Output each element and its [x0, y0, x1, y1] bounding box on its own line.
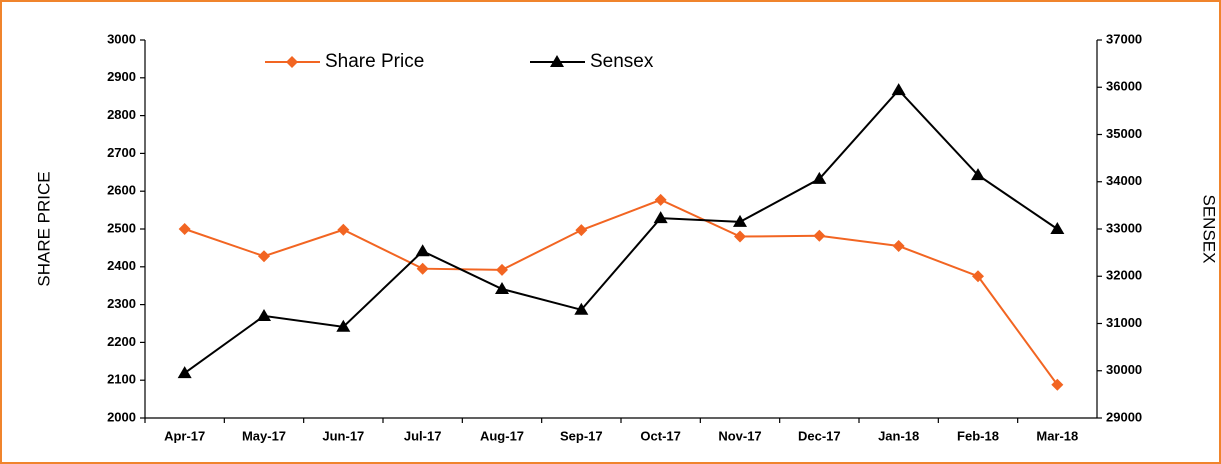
- point: [971, 168, 985, 181]
- y-tick-label: 2400: [107, 258, 136, 273]
- x-tick-label: Jul-17: [404, 428, 442, 443]
- x-tick-label: Jan-18: [878, 428, 919, 443]
- y2-tick-label: 33000: [1106, 220, 1142, 235]
- x-tick-label: Dec-17: [798, 428, 841, 443]
- x-tick-label: Aug-17: [480, 428, 524, 443]
- point: [812, 171, 827, 184]
- y2-tick-label: 34000: [1106, 173, 1142, 188]
- series-line: [184, 88, 1058, 374]
- x-tick-label: Nov-17: [718, 428, 761, 443]
- y2-tick-label: 37000: [1106, 31, 1142, 46]
- point: [337, 223, 350, 236]
- point: [495, 282, 509, 295]
- point: [653, 211, 668, 224]
- point: [178, 223, 191, 235]
- point: [733, 214, 747, 227]
- x-tick-label: Jun-17: [322, 428, 364, 443]
- point: [336, 319, 351, 332]
- y-tick-label: 2200: [107, 334, 136, 349]
- y-tick-label: 2700: [107, 145, 136, 160]
- point: [415, 244, 430, 257]
- point: [1050, 222, 1065, 234]
- y-tick-label: 2500: [107, 220, 136, 235]
- point: [891, 83, 906, 96]
- y2-tick-label: 31000: [1106, 315, 1142, 330]
- y-tick-label: 2600: [107, 183, 136, 198]
- point: [813, 229, 826, 242]
- y-tick-label: 2000: [107, 409, 136, 424]
- point: [416, 262, 429, 275]
- y2-tick-label: 30000: [1106, 362, 1142, 377]
- y2-tick-label: 32000: [1106, 268, 1142, 283]
- series-line: [184, 198, 1059, 386]
- x-tick-label: Oct-17: [640, 428, 680, 443]
- x-tick-label: Apr-17: [164, 428, 205, 443]
- point: [177, 366, 192, 379]
- y2-tick-label: 36000: [1106, 79, 1142, 94]
- point: [1051, 378, 1064, 391]
- legend-marker: [550, 55, 564, 67]
- y2-tick-label: 35000: [1106, 126, 1142, 141]
- legend-marker: [286, 56, 298, 68]
- y-tick-label: 3000: [107, 31, 136, 46]
- legend-label: Share Price: [325, 51, 424, 72]
- point: [574, 302, 589, 315]
- x-tick-label: Mar-18: [1036, 428, 1078, 443]
- point: [496, 263, 508, 276]
- x-tick-label: Sep-17: [560, 428, 603, 443]
- point: [258, 250, 270, 263]
- point: [257, 308, 271, 321]
- x-tick-label: Feb-18: [957, 428, 999, 443]
- y-tick-label: 2900: [107, 69, 136, 84]
- y-tick-label: 2300: [107, 296, 136, 311]
- point: [972, 270, 984, 283]
- y-tick-label: 2800: [107, 107, 136, 122]
- y-axis-title: SHARE PRICE: [34, 171, 53, 286]
- y2-axis-title: SENSEX: [1200, 195, 1219, 264]
- point: [575, 224, 588, 237]
- x-tick-label: May-17: [242, 428, 286, 443]
- point: [892, 240, 905, 253]
- y-tick-label: 2100: [107, 372, 136, 387]
- point: [654, 193, 667, 206]
- point: [734, 230, 746, 243]
- y2-tick-label: 29000: [1106, 409, 1142, 424]
- legend-label: Sensex: [590, 51, 654, 72]
